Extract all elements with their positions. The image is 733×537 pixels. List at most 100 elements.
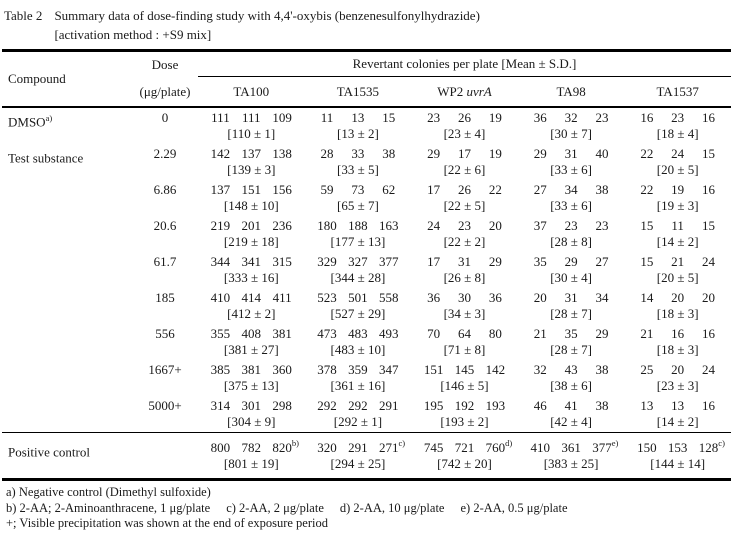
plate-count: 11: [320, 110, 334, 125]
plate-count: 180: [317, 218, 337, 233]
plate-count: 29: [595, 326, 608, 342]
strain-result-cell: 195 192 193 [193 ± 2]: [411, 398, 518, 430]
plate-count: 70: [427, 326, 441, 341]
cell-footnote-marker: e): [611, 438, 619, 448]
cell-footnote-marker: d): [505, 438, 513, 448]
table-number: Table 2: [4, 8, 43, 23]
plate-count: 193: [486, 398, 506, 414]
strain-result-cell: 344 341 315 [333 ± 16]: [198, 254, 305, 286]
plate-count: 31: [457, 254, 471, 269]
plate-count: 355: [210, 326, 231, 341]
plate-count-value: 16: [702, 398, 716, 413]
mean-sd: [22 ± 2]: [443, 234, 486, 249]
strain-result-cell: 27 34 38 [33 ± 6]: [518, 182, 625, 214]
strain-result-cell: 329 327 377 [344 ± 28]: [305, 254, 412, 286]
plate-count: 20: [489, 218, 502, 234]
footnote-plus: +; Visible precipitation was shown at th…: [6, 516, 328, 530]
plate-count-value: 16: [702, 110, 716, 125]
cell-footnote-marker: c): [718, 438, 725, 448]
cell-footnote-marker: c): [398, 438, 406, 448]
strain-result-cell: 137 151 156 [148 ± 10]: [198, 182, 305, 214]
plate-count: 16: [671, 326, 685, 341]
plate-counts: 111 111 109: [198, 110, 305, 126]
plate-count: 13: [640, 398, 654, 413]
strain-result-cell: 355 408 381 [381 ± 27]: [198, 326, 305, 358]
dose-cell: 1667+: [148, 362, 182, 377]
plate-count: 381: [241, 362, 262, 377]
compound-cell: [2, 326, 132, 358]
strain-result-cell: 11 13 15 [13 ± 2]: [305, 110, 412, 142]
footnote-segment: d) 2-AA, 10 μg/plate: [339, 500, 445, 515]
plate-count: 163: [379, 218, 399, 234]
plate-count: 27: [533, 182, 547, 197]
table-row: 20.6 219 201 236 [219 ± 18] 180 188 163 …: [2, 216, 731, 252]
plate-count: 151: [241, 182, 262, 197]
plate-count: 24: [702, 362, 715, 378]
plate-count-value: 411: [272, 290, 292, 305]
mean-sd: [412 ± 2]: [227, 306, 276, 321]
compound-cell: [2, 398, 132, 430]
plate-count: 29: [533, 146, 547, 161]
plate-counts: 219 201 236: [198, 218, 305, 234]
strain-result-cell: 314 301 298 [304 ± 9]: [198, 398, 305, 430]
revertant-colonies-header: Revertant colonies per plate [Mean ± S.D…: [198, 52, 731, 77]
mean-sd: [375 ± 13]: [223, 378, 279, 393]
strain-result-cell: 292 292 291 [292 ± 1]: [305, 398, 412, 430]
plate-count: 15: [640, 218, 654, 233]
plate-count: 36: [427, 290, 441, 305]
plate-count-value: 38: [595, 362, 609, 377]
plate-count: 25: [640, 362, 654, 377]
footnote-segment: b) 2-AA; 2-Aminoanthracene, 1 μg/plate: [6, 500, 211, 515]
plate-count-value: 15: [382, 110, 396, 125]
plate-count: 41: [564, 398, 578, 413]
plate-counts: 21 16 16: [624, 326, 731, 342]
plate-count: 414: [241, 290, 262, 305]
compound-cell: DMSOa): [2, 110, 132, 142]
plate-count-value: 16: [702, 326, 716, 341]
mean-sd: [33 ± 6]: [550, 162, 592, 177]
table-title-text: Summary data of dose-finding study with …: [54, 6, 479, 44]
plate-count-value: 38: [382, 146, 396, 161]
plate-count: 28: [320, 146, 334, 161]
plate-count: 23: [457, 218, 471, 233]
plate-count: 381: [272, 326, 292, 342]
plate-count-value: 29: [595, 326, 609, 341]
plate-count-value: 38: [595, 398, 609, 413]
column-header-dose: Dose (μg/plate): [132, 52, 198, 106]
strain-result-cell: 378 359 347 [361 ± 16]: [305, 362, 412, 394]
plate-count: 59: [320, 182, 334, 197]
compound-label: Positive control: [8, 444, 90, 460]
table-row: 61.7 344 341 315 [333 ± 16] 329 327 377 …: [2, 252, 731, 288]
positive-control-block: Positive control 800 782 820 b) [801 ± 19…: [2, 432, 731, 481]
plate-count: 16: [640, 110, 654, 125]
plate-count: 320: [317, 440, 337, 455]
mean-sd: [383 ± 25]: [543, 456, 599, 471]
plate-count: 26: [457, 110, 471, 125]
plate-count-value: 142: [485, 362, 506, 377]
plate-count-value: 38: [595, 182, 609, 197]
plate-counts: 15 11 15: [624, 218, 731, 234]
plate-counts: 17 31 29: [411, 254, 518, 270]
plate-counts: 35 29 27: [518, 254, 625, 270]
plate-count: 271 c): [379, 438, 405, 456]
mean-sd: [13 ± 2]: [336, 126, 379, 141]
plate-count-value: 315: [272, 254, 292, 269]
plate-count: 46: [533, 398, 547, 413]
strain-result-cell: 17 26 22 [22 ± 5]: [411, 182, 518, 214]
plate-count: 360: [272, 362, 292, 378]
plate-count-value: 377: [592, 440, 612, 455]
plate-count: 292: [348, 398, 368, 413]
mean-sd: [110 ± 1]: [227, 126, 276, 141]
table-row: 5000+ 314 301 298 [304 ± 9] 292 292 291 …: [2, 396, 731, 432]
strain-result-cell: 16 23 16 [18 ± 4]: [624, 110, 731, 142]
plate-count: 37: [533, 218, 547, 233]
plate-count-value: 360: [272, 362, 292, 377]
plate-count: 292: [317, 398, 337, 413]
strain-result-cell: 22 24 15 [20 ± 5]: [624, 146, 731, 178]
plate-count: 20: [671, 290, 685, 305]
table-row: Positive control 800 782 820 b) [801 ± 19…: [2, 438, 731, 474]
table-body: DMSOa) 0 111 111 109 [110 ± 1] 11 13 15 …: [2, 108, 731, 432]
plate-counts: 195 192 193: [411, 398, 518, 414]
plate-count: 29: [489, 254, 502, 270]
